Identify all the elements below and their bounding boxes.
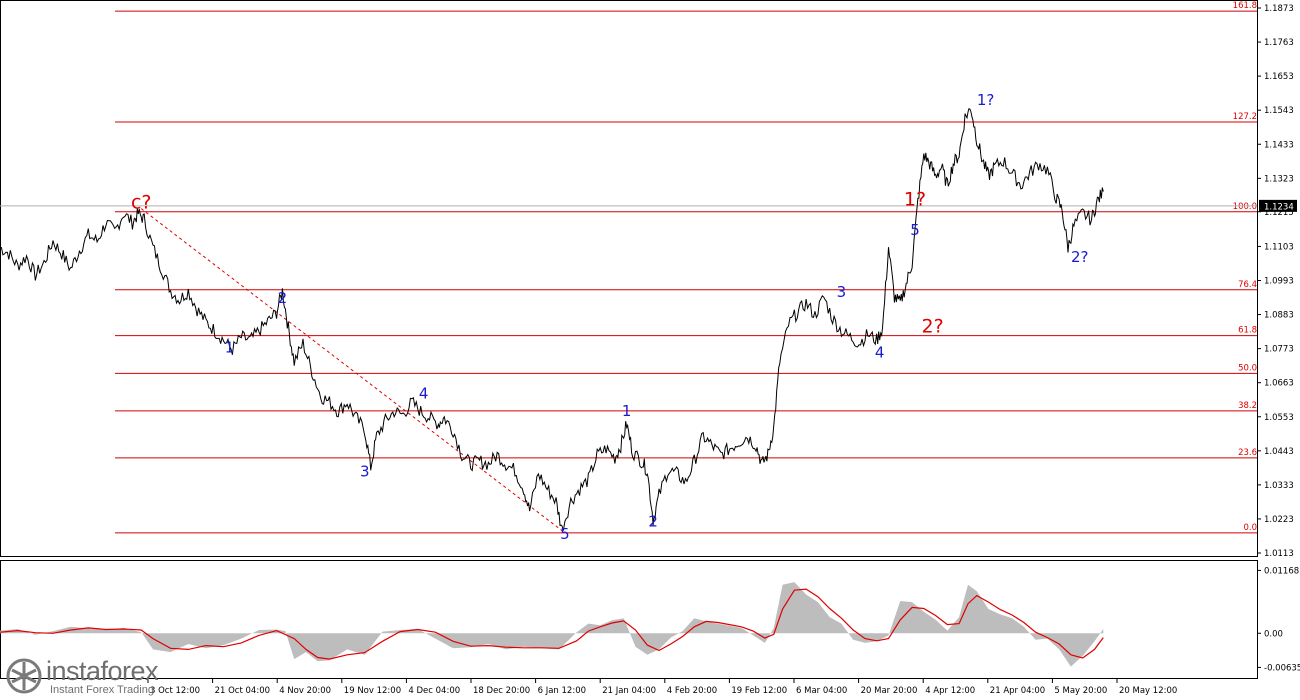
time-axis: 3 Oct 12:00 21 Oct 04:00 4 Nov 20:00 19 Nov… — [147, 679, 1177, 696]
x-tick-label-11: 20 Mar 20:00 — [861, 686, 918, 696]
fibonacci-levels: 161.8 127.2 100.0 76.4 61.8 50.0 38.2 23.6 0.0 — [0, 1, 1257, 534]
fib-label-2: 100.0 — [1233, 202, 1257, 212]
y-tick-label-5: 1.1323 — [1264, 174, 1294, 184]
osc-tick-label-2: -0.00635 — [1264, 663, 1300, 673]
y-tick-label-14: 1.0333 — [1264, 481, 1294, 491]
wave-label-13: 1? — [977, 91, 995, 109]
y-tick-label-1: 1.1763 — [1264, 38, 1294, 48]
wave-label-7: 2 — [648, 513, 658, 531]
fib-label-7: 23.6 — [1238, 448, 1257, 458]
x-tick-label-0: 3 Oct 12:00 — [150, 686, 200, 696]
fib-label-6: 38.2 — [1238, 401, 1257, 411]
osc-tick-label-1: 0.00 — [1264, 629, 1283, 639]
y-tick-label-10: 1.0773 — [1264, 345, 1294, 355]
instaforex-logo: instaforex Instant Forex Trading — [6, 656, 196, 698]
x-tick-label-12: 4 Apr 12:00 — [925, 686, 975, 696]
x-tick-label-2: 4 Nov 20:00 — [279, 686, 331, 696]
x-tick-label-3: 19 Nov 12:00 — [344, 686, 401, 696]
oscillator-signal-line — [0, 588, 1104, 660]
x-tick-label-14: 5 May 20:00 — [1054, 686, 1107, 696]
wave-label-6: 1 — [622, 402, 632, 420]
wave-label-10: 5 — [910, 221, 920, 239]
x-tick-label-10: 6 Mar 04:00 — [796, 686, 847, 696]
instaforex-logo-icon — [6, 658, 42, 694]
oscillator-histogram — [0, 582, 1104, 667]
fib-label-5: 50.0 — [1238, 363, 1257, 373]
oscillator-pane: 0.01168 0.00 -0.00635 — [0, 566, 1300, 673]
x-tick-label-1: 21 Oct 04:00 — [215, 686, 270, 696]
wave-label-8: 3 — [837, 283, 847, 301]
price-series — [0, 108, 1104, 531]
fib-label-1: 127.2 — [1233, 112, 1257, 122]
wave-label-1: 1 — [225, 339, 235, 357]
wave-labels: c? 1 2 3 4 5 1 2 3 4 5 1? 2? 1? 2? — [131, 91, 1089, 543]
x-tick-label-5: 18 Dec 20:00 — [473, 686, 530, 696]
current-price-box — [1259, 199, 1297, 212]
main-pane-border — [0, 0, 1258, 679]
wave-trendline — [140, 208, 566, 534]
x-tick-label-6: 6 Jan 12:00 — [538, 686, 586, 696]
y-tick-label-4: 1.1433 — [1264, 140, 1294, 150]
wave-label-5: 5 — [560, 525, 570, 543]
x-tick-label-9: 19 Feb 12:00 — [731, 686, 787, 696]
y-tick-label-12: 1.0553 — [1264, 413, 1294, 423]
y-tick-label-9: 1.0883 — [1264, 311, 1294, 321]
x-tick-label-8: 4 Feb 20:00 — [667, 686, 717, 696]
y-tick-label-2: 1.1653 — [1264, 72, 1294, 82]
wave-label-3: 3 — [360, 463, 370, 481]
wave-label-2: 2 — [278, 289, 288, 307]
wave-label-12: 2? — [922, 316, 944, 338]
y-tick-label-8: 1.0993 — [1264, 277, 1294, 287]
wave-label-11: 1? — [904, 189, 926, 211]
y-tick-label-11: 1.0663 — [1264, 379, 1294, 389]
y-tick-label-13: 1.0443 — [1264, 447, 1294, 457]
wave-label-9: 4 — [875, 343, 885, 361]
wave-label-14: 2? — [1071, 248, 1089, 266]
fib-label-4: 61.8 — [1238, 326, 1257, 336]
logo-tagline: Instant Forex Trading — [50, 684, 154, 696]
price-axis: 1.1873 1.1763 1.1653 1.1543 1.1433 1.1323 1.12… — [1257, 4, 1297, 559]
logo-brand: instaforex — [46, 656, 159, 686]
wave-label-4: 4 — [419, 384, 429, 402]
x-tick-label-7: 21 Jan 04:00 — [602, 686, 656, 696]
y-tick-label-0: 1.1873 — [1264, 4, 1294, 14]
y-tick-label-16: 1.0113 — [1264, 549, 1294, 559]
y-tick-label-3: 1.1543 — [1264, 106, 1294, 116]
osc-tick-label-0: 0.01168 — [1264, 566, 1299, 576]
x-tick-label-13: 21 Apr 04:00 — [990, 686, 1045, 696]
wave-label-0: c? — [131, 192, 152, 214]
current-price-label: 1.1234 — [1264, 202, 1294, 212]
fib-label-8: 0.0 — [1243, 523, 1257, 533]
y-tick-label-6: 1.1215 — [1264, 208, 1294, 218]
x-tick-label-15: 20 May 12:00 — [1119, 686, 1177, 696]
x-tick-label-4: 4 Dec 04:00 — [408, 686, 460, 696]
fib-label-3: 76.4 — [1238, 280, 1257, 290]
y-tick-label-15: 1.0223 — [1264, 515, 1294, 525]
fib-label-0: 161.8 — [1233, 1, 1257, 11]
y-tick-label-7: 1.1103 — [1264, 242, 1294, 252]
price-line — [0, 108, 1104, 531]
trendline-layer — [140, 208, 566, 534]
